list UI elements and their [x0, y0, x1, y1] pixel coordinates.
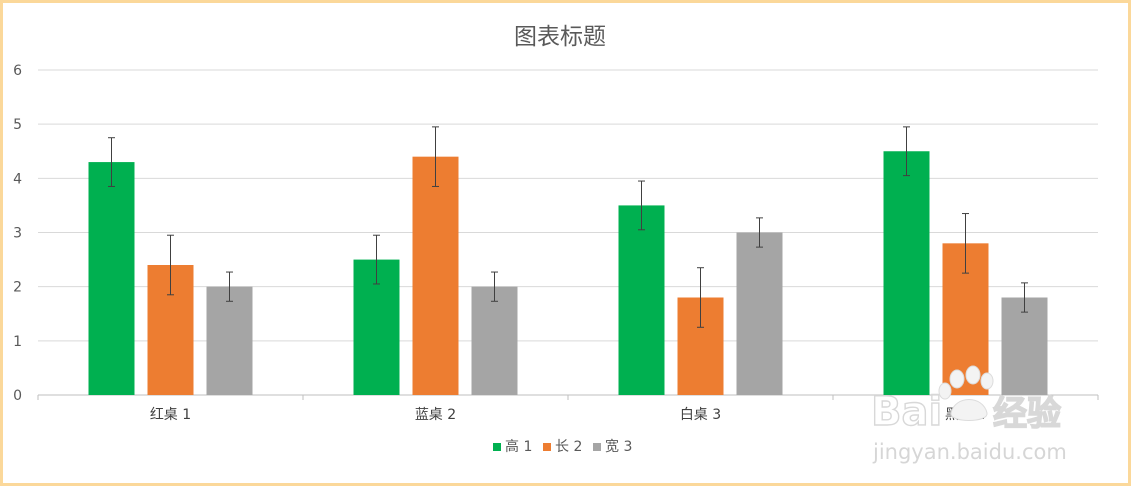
bar[interactable]: [471, 286, 518, 395]
bar[interactable]: [206, 286, 253, 395]
legend[interactable]: 高 1 长 2 宽 3: [493, 438, 632, 455]
bar[interactable]: [1001, 297, 1048, 396]
y-tick-label: 3: [13, 226, 22, 242]
bar[interactable]: [883, 151, 930, 395]
legend-swatch: [493, 443, 501, 451]
legend-swatch: [543, 443, 551, 451]
error-bars: [108, 126, 1028, 328]
bar[interactable]: [618, 205, 665, 395]
x-tick-label: 蓝桌 2: [415, 407, 456, 423]
legend-label[interactable]: 高 1: [505, 438, 532, 455]
y-tick-label: 1: [13, 334, 22, 350]
bars: [88, 151, 1048, 396]
legend-swatch: [593, 443, 601, 451]
legend-label[interactable]: 长 2: [555, 439, 582, 455]
y-tick-label: 0: [13, 388, 22, 404]
y-tick-label: 6: [13, 63, 22, 79]
bar[interactable]: [88, 162, 135, 395]
legend-label[interactable]: 宽 3: [605, 438, 632, 455]
chart-title: 图表标题: [514, 24, 606, 50]
x-tick-label: 白桌 3: [680, 407, 721, 423]
x-tick-label: 红桌 1: [150, 407, 191, 423]
y-axis-ticks: 0 1 2 3 4 5 6: [13, 63, 22, 404]
x-tick-label: 黑桌 4: [945, 407, 986, 423]
chart: 图表标题 0 1 2 3 4 5 6 红桌 1 蓝桌 2 白桌 3 黑桌 4 高 1 长 2 宽 3: [13, 24, 1099, 455]
y-tick-label: 2: [13, 280, 22, 296]
x-axis: 红桌 1 蓝桌 2 白桌 3 黑桌 4: [37, 395, 1099, 423]
bar[interactable]: [412, 156, 459, 395]
bar[interactable]: [736, 232, 783, 396]
y-tick-label: 4: [13, 171, 22, 187]
y-tick-label: 5: [13, 117, 22, 133]
gridlines: [38, 69, 1098, 396]
